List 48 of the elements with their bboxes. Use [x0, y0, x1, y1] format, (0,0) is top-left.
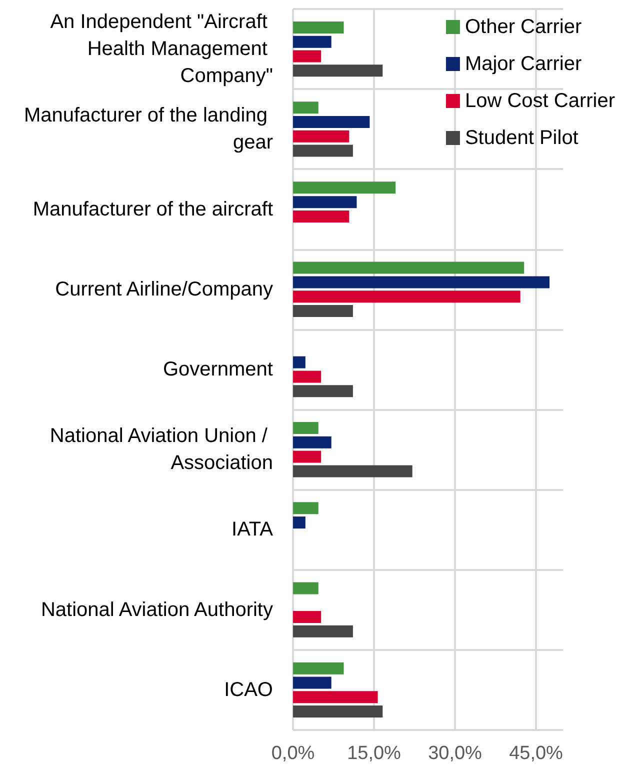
bar	[293, 290, 520, 303]
legend-label: Other Carrier	[464, 16, 582, 38]
x-tick-label: 30,0%	[428, 743, 482, 764]
bar	[293, 662, 344, 674]
bar	[293, 144, 353, 157]
y-tick-label: IATA	[232, 518, 274, 541]
y-tick-label: Manufacturer of the aircraft	[32, 198, 274, 220]
bar	[293, 611, 322, 624]
bar	[293, 450, 322, 463]
bar	[293, 370, 322, 383]
bar	[293, 356, 306, 368]
bar	[293, 50, 322, 62]
x-tick-label: 0,0%	[271, 743, 315, 764]
bar	[293, 385, 353, 398]
y-tick-label: ICAO	[224, 678, 273, 701]
bar	[293, 691, 378, 704]
bar	[293, 276, 550, 288]
y-tick-label: An Independent "Aircraft Health Management Company"	[50, 11, 273, 88]
bar	[293, 21, 344, 34]
bar	[293, 36, 332, 48]
legend-label: Low Cost Carrier	[464, 90, 616, 112]
bar	[293, 116, 370, 128]
y-tick-label: Manufacturer of the landing gear	[24, 104, 274, 154]
bar	[293, 196, 357, 208]
x-tick-label: 45,0%	[509, 743, 564, 764]
bar	[293, 516, 306, 529]
legend-label: Major Carrier	[464, 53, 582, 75]
bar	[293, 210, 350, 222]
bar	[293, 706, 383, 718]
y-tick-label: Government	[162, 358, 274, 380]
y-tick-label: National Aviation Authority	[40, 598, 273, 621]
x-tick-label: 15,0%	[347, 743, 402, 764]
bar	[293, 502, 318, 514]
bar	[293, 262, 524, 274]
y-tick-label: Current Airline/Company	[55, 278, 273, 300]
bar	[293, 582, 318, 594]
legend-label: Student Pilot	[464, 127, 579, 149]
bar	[293, 182, 396, 194]
y-tick-label: National Aviation Union / Association	[50, 425, 273, 474]
bar	[293, 422, 318, 434]
bar	[293, 304, 353, 317]
bar	[293, 436, 332, 448]
bar	[293, 625, 353, 638]
bar	[293, 64, 383, 77]
bar	[293, 676, 332, 689]
bar	[293, 102, 318, 114]
bar	[293, 465, 412, 478]
bar	[293, 130, 350, 142]
